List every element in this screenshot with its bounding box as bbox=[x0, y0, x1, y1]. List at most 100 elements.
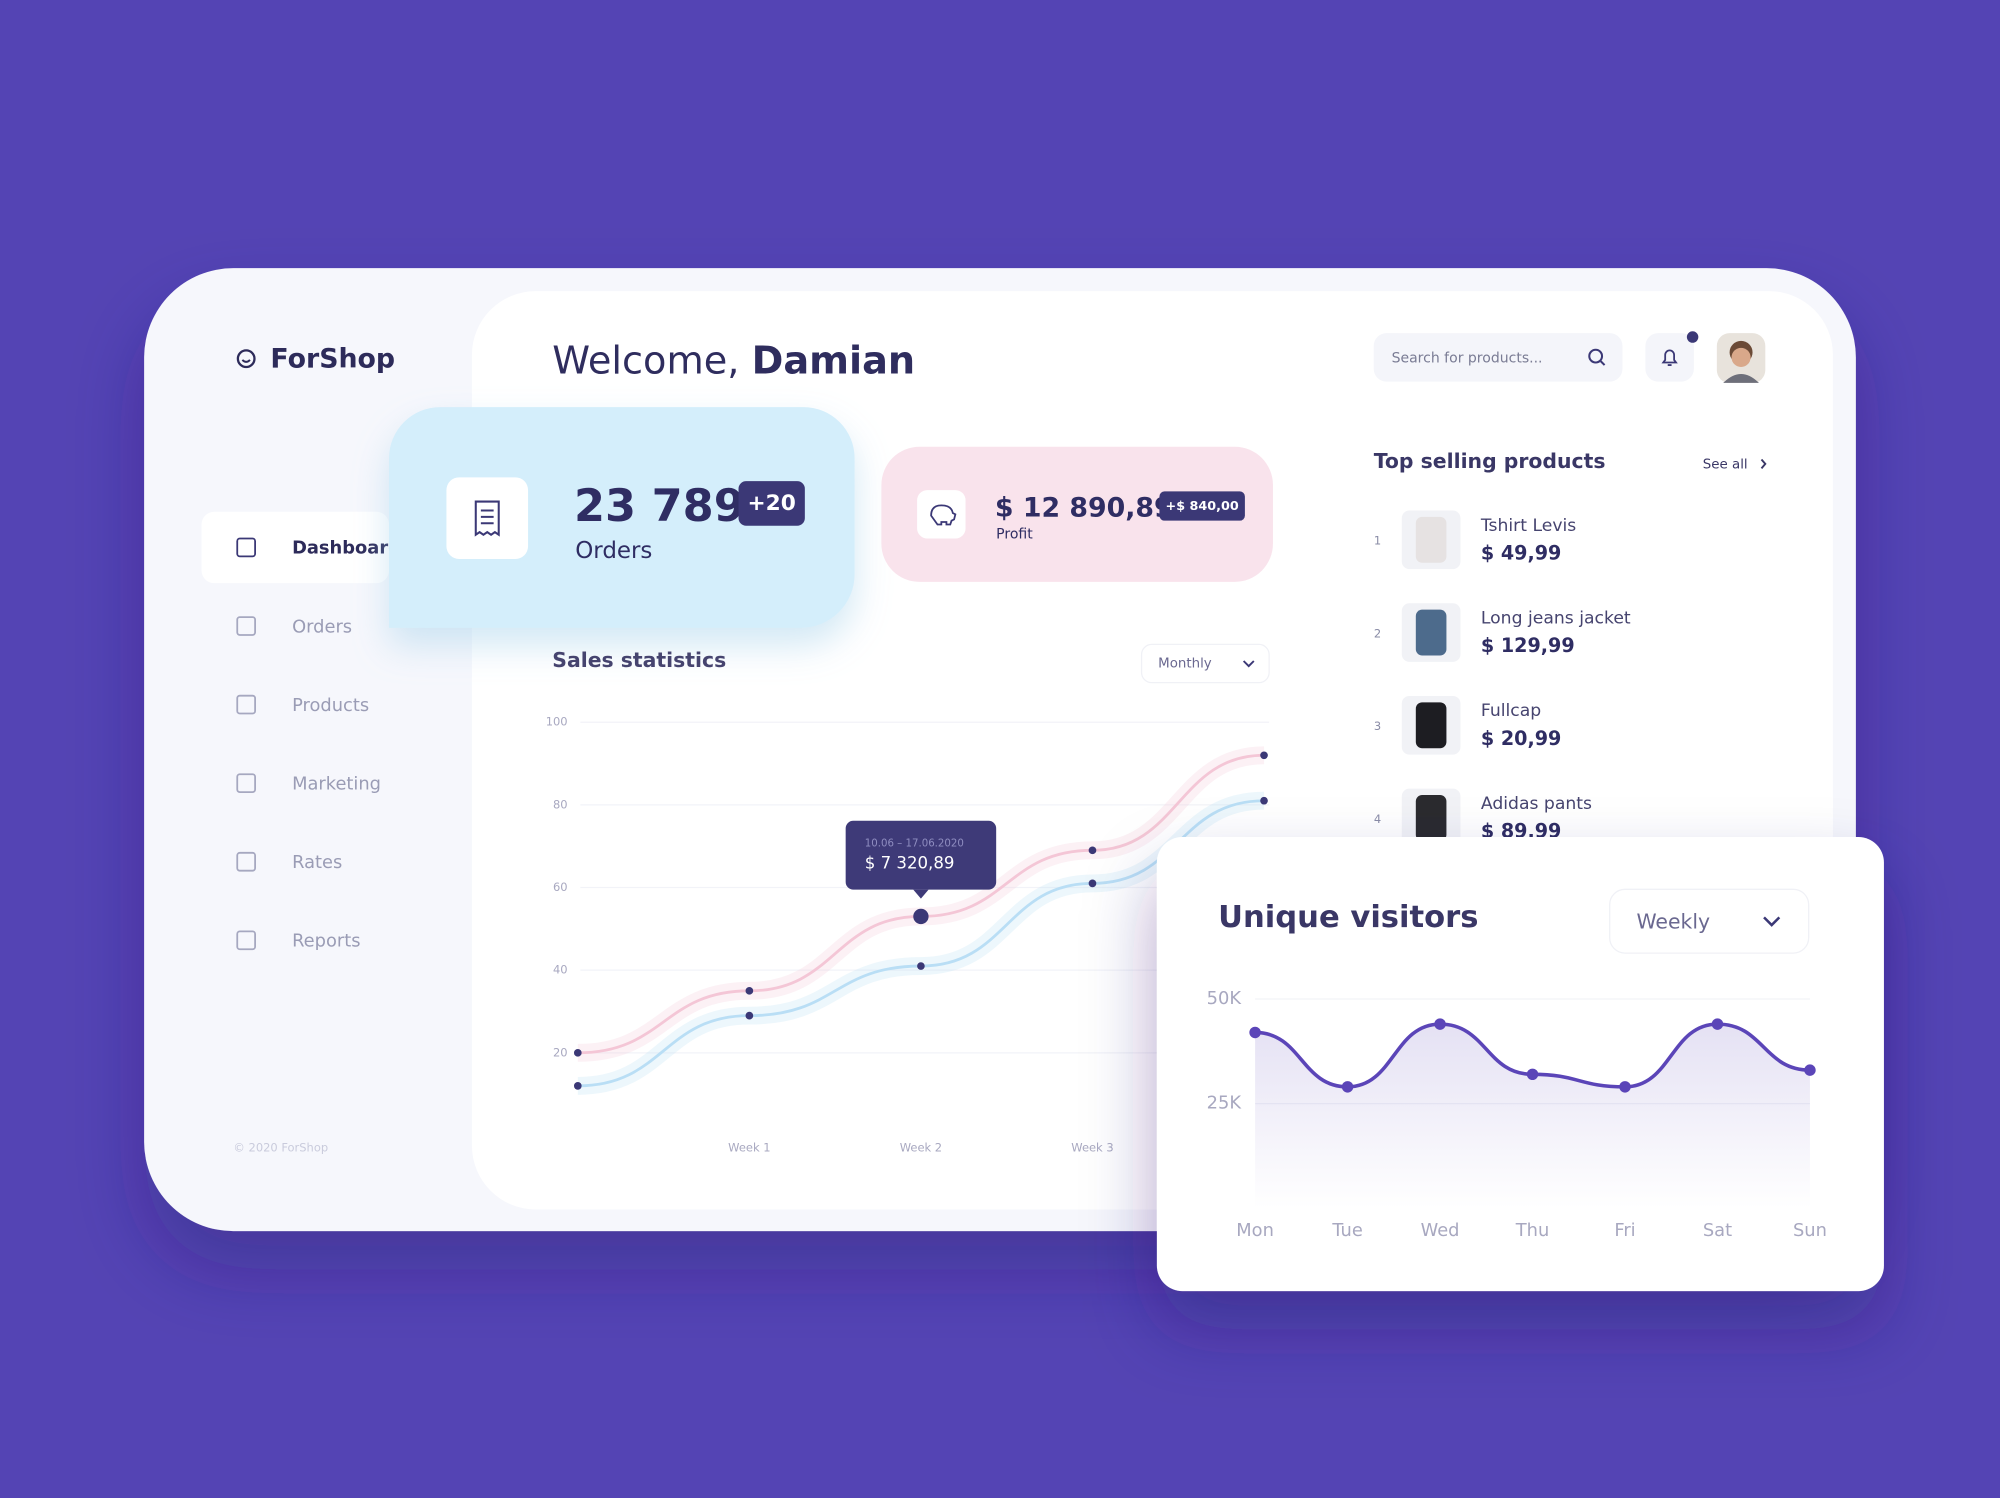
product-name[interactable]: Fullcap bbox=[1481, 701, 1541, 721]
visitors-title: Unique visitors bbox=[1218, 900, 1478, 935]
orders-badge-text: +20 bbox=[748, 491, 796, 516]
data-point[interactable] bbox=[1249, 1026, 1261, 1039]
notification-dot bbox=[1686, 331, 1699, 343]
tooltip-arrow bbox=[913, 889, 929, 899]
product-rank: 4 bbox=[1374, 812, 1381, 826]
top-products-list: 1 Tshirt Levis $ 49,99 2 Long jeans jacket $ … bbox=[1374, 510, 1631, 848]
x-tick-label: Fri bbox=[1614, 1220, 1635, 1241]
x-tick-label: Sun bbox=[1793, 1220, 1827, 1241]
x-tick-label: Thu bbox=[1515, 1220, 1550, 1241]
product-rank: 2 bbox=[1374, 626, 1381, 640]
product-name[interactable]: Adidas pants bbox=[1481, 794, 1592, 814]
data-point[interactable] bbox=[913, 908, 929, 925]
chevron-right bbox=[1760, 458, 1767, 470]
brand-name: ForShop bbox=[270, 343, 395, 374]
data-point[interactable] bbox=[1088, 879, 1097, 888]
avatar-shirt bbox=[1723, 374, 1759, 383]
chevron-down bbox=[1763, 916, 1781, 927]
product-price: $ 20,99 bbox=[1481, 727, 1561, 750]
nav-item[interactable]: Dashboard bbox=[292, 538, 401, 559]
brand-icon bbox=[236, 349, 256, 369]
data-point[interactable] bbox=[1260, 751, 1268, 760]
notifications-button[interactable] bbox=[1645, 333, 1694, 382]
visitors-chart: 25K 50K Mon Tue Wed Thu Fri Sat Sun bbox=[1207, 988, 1827, 1241]
product-name[interactable]: Long jeans jacket bbox=[1481, 609, 1631, 629]
product-price: $ 89,99 bbox=[1481, 820, 1561, 843]
sales-chart: 20 40 60 80 100 Week 1 Week 2 Week 3 10.06 – 17.… bbox=[546, 715, 1270, 1155]
nav-item[interactable]: Marketing bbox=[292, 773, 381, 794]
search-box[interactable] bbox=[1373, 333, 1623, 382]
data-point[interactable] bbox=[1619, 1081, 1631, 1093]
data-point[interactable] bbox=[1804, 1064, 1816, 1076]
data-point[interactable] bbox=[1088, 846, 1097, 855]
data-point[interactable] bbox=[917, 962, 925, 970]
chevron-down bbox=[1242, 660, 1255, 668]
product-image-item bbox=[1415, 609, 1447, 656]
profit-icon bbox=[930, 504, 957, 526]
area-fill bbox=[1255, 1024, 1810, 1209]
nav-item[interactable]: Orders bbox=[292, 616, 352, 637]
x-tick-label: Week 3 bbox=[1071, 1141, 1113, 1155]
orders-card bbox=[389, 407, 855, 628]
data-point[interactable] bbox=[573, 1049, 582, 1057]
sidebar-nav: Dashboard Orders Products Marketing Rates Rep… bbox=[201, 511, 401, 952]
nav-icon bbox=[236, 851, 256, 872]
x-tick-label: Week 2 bbox=[900, 1141, 942, 1155]
tooltip-value: $ 7 320,89 bbox=[865, 854, 955, 873]
search-icon-handle bbox=[1600, 360, 1606, 366]
orders-badge bbox=[738, 481, 805, 526]
orders-icon bbox=[474, 500, 500, 537]
greeting: Welcome, bbox=[552, 338, 739, 383]
data-point[interactable] bbox=[1260, 796, 1268, 805]
x-tick-label: Sat bbox=[1703, 1220, 1732, 1241]
data-point[interactable] bbox=[573, 1082, 582, 1090]
see-all-link[interactable]: See all bbox=[1703, 458, 1748, 473]
tooltip-date: 10.06 – 17.06.2020 bbox=[865, 839, 964, 850]
bell-icon bbox=[1661, 349, 1678, 366]
data-point[interactable] bbox=[1711, 1018, 1724, 1030]
nav-icon bbox=[236, 773, 256, 794]
nav-item[interactable]: Rates bbox=[292, 852, 342, 873]
nav-item[interactable]: Reports bbox=[292, 931, 360, 952]
data-point[interactable] bbox=[1434, 1018, 1446, 1030]
sales-period: Monthly bbox=[1158, 657, 1212, 672]
copyright: © 2020 ForShop bbox=[233, 1141, 328, 1155]
visitors-period-dropdown[interactable] bbox=[1609, 888, 1810, 954]
profit-badge-text: +$ 840,00 bbox=[1166, 499, 1239, 514]
sales-title: Sales statistics bbox=[552, 648, 726, 672]
profit-label: Profit bbox=[996, 527, 1033, 543]
profit-icon-box bbox=[917, 490, 966, 539]
x-tick-label: Tue bbox=[1331, 1220, 1362, 1241]
nav-icon bbox=[236, 616, 256, 636]
welcome-heading: Welcome, Damian bbox=[552, 338, 915, 383]
user-name: Damian bbox=[752, 338, 916, 383]
product-price: $ 129,99 bbox=[1481, 634, 1575, 657]
avatar-face bbox=[1731, 347, 1751, 367]
search-icon[interactable] bbox=[1588, 348, 1604, 364]
y-tick-label: 25K bbox=[1207, 1093, 1243, 1114]
data-point[interactable] bbox=[1526, 1068, 1539, 1081]
x-tick-label: Mon bbox=[1236, 1220, 1274, 1241]
product-price: $ 49,99 bbox=[1481, 541, 1561, 564]
orders-value: 23 789 bbox=[574, 480, 745, 532]
product-image-item bbox=[1415, 795, 1447, 841]
x-tick-label: Week 1 bbox=[728, 1141, 770, 1155]
sales-period-dropdown[interactable] bbox=[1140, 643, 1270, 684]
data-point[interactable] bbox=[745, 1011, 754, 1020]
product-name[interactable]: Tshirt Levis bbox=[1480, 516, 1576, 536]
x-tick-label: Wed bbox=[1421, 1220, 1460, 1241]
y-tick-label: 60 bbox=[553, 880, 568, 894]
data-point[interactable] bbox=[1341, 1081, 1354, 1093]
nav-item[interactable]: Products bbox=[292, 695, 369, 716]
data-point[interactable] bbox=[745, 987, 754, 995]
y-tick-label: 40 bbox=[553, 963, 568, 977]
product-rank: 1 bbox=[1374, 534, 1381, 548]
top-products-title: Top selling products bbox=[1374, 449, 1606, 473]
product-rank: 3 bbox=[1374, 719, 1381, 733]
orders-label: Orders bbox=[575, 538, 652, 564]
profit-badge bbox=[1159, 491, 1245, 521]
profit-value: $ 12 890,89 bbox=[995, 493, 1173, 524]
